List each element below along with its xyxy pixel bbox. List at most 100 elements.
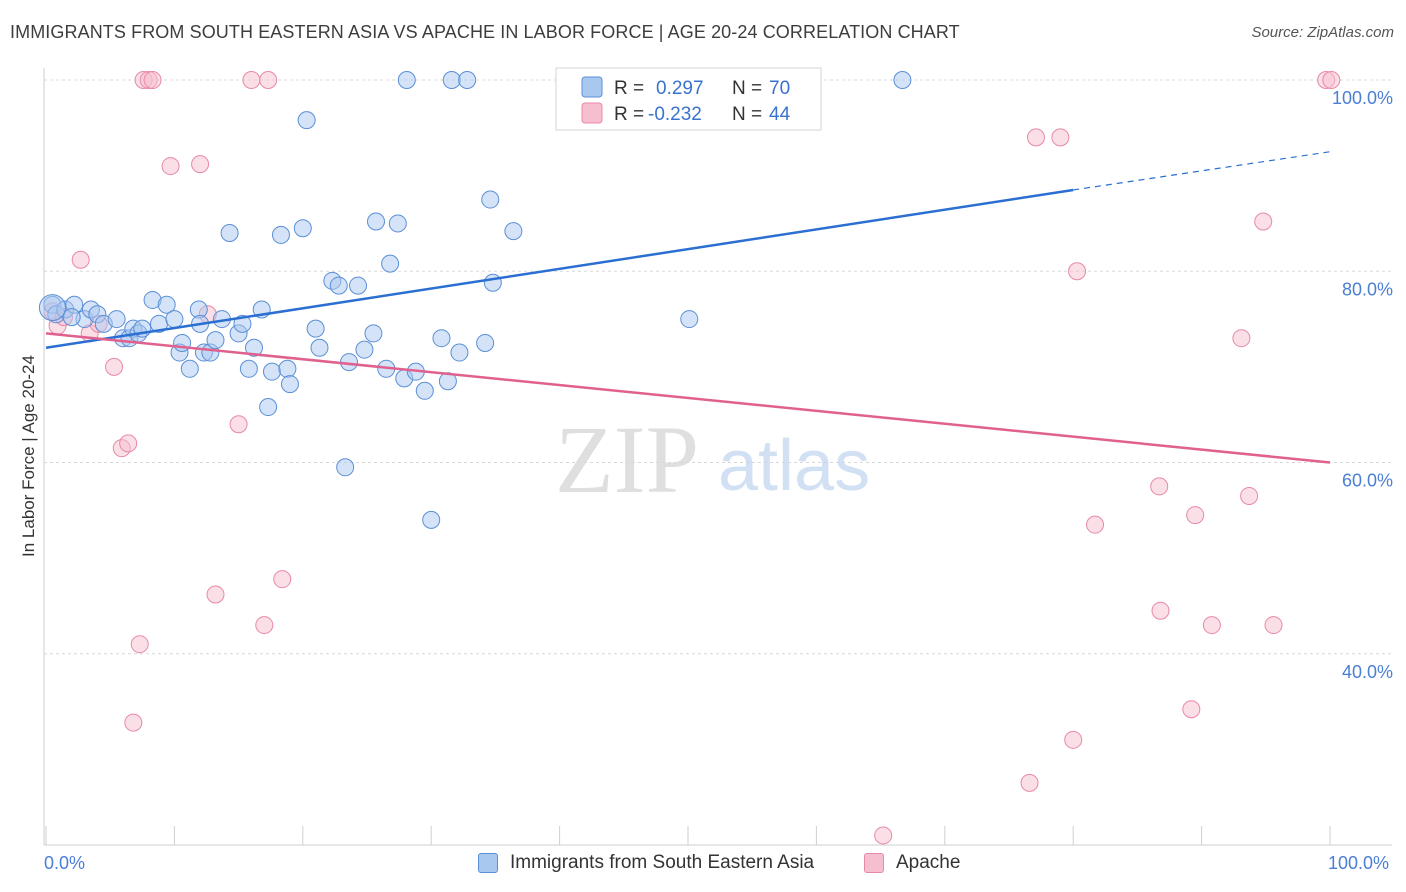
sea-immigrants-point (271, 225, 290, 244)
sea-immigrants-point (483, 273, 502, 292)
legend-r-value-1: 0.297 (656, 78, 704, 99)
bottom-legend-label-pink: Apache (896, 852, 961, 873)
apache-point (1051, 128, 1070, 147)
sea-immigrants-point (415, 381, 434, 400)
sea-immigrants-point (107, 310, 126, 329)
trend-line-pink (45, 332, 1331, 464)
apache-point (1254, 212, 1273, 231)
y-tick-label: 100.0% (1332, 88, 1393, 108)
sea-immigrants-point (450, 343, 469, 362)
legend-n-value-2: 44 (769, 104, 791, 125)
apache-point (191, 155, 210, 174)
sea-immigrants-point (481, 190, 500, 209)
watermark-atlas: atlas (718, 426, 870, 506)
sea-immigrants-point (239, 359, 258, 378)
sea-immigrants-point (504, 222, 523, 241)
sea-immigrants-point (336, 458, 355, 477)
apache-point (1232, 329, 1251, 348)
sea-immigrants-point (381, 254, 400, 273)
sea-immigrants-point (442, 71, 461, 89)
bottom-legend-label-blue: Immigrants from South Eastern Asia (510, 852, 815, 873)
apache-point (259, 71, 278, 89)
legend-box: R = 0.297 N = 70 R = -0.232 N = 44 (555, 67, 822, 131)
apache-point (273, 570, 292, 589)
legend-swatch-blue (581, 76, 603, 98)
apache-point (1020, 773, 1039, 792)
apache-point (1150, 477, 1169, 496)
sea-immigrants-point (262, 362, 281, 381)
sea-immigrants-point (220, 224, 239, 242)
apache-point (143, 71, 162, 89)
bottom-legend-item-blue: Immigrants from South Eastern Asia (478, 852, 814, 874)
legend-n-label-2: N = (732, 104, 762, 125)
apache-point (1322, 71, 1341, 89)
sea-immigrants-point (310, 338, 329, 357)
sea-immigrants-point (397, 71, 416, 89)
sea-immigrants-point (306, 319, 325, 338)
chart-source: Source: ZipAtlas.com (1251, 24, 1394, 41)
sea-immigrants-point (278, 359, 297, 378)
sea-immigrants-point (355, 340, 374, 359)
chart-title: IMMIGRANTS FROM SOUTH EASTERN ASIA VS AP… (10, 22, 960, 42)
apache-point (206, 585, 225, 604)
apache-point (161, 157, 180, 176)
sea-immigrants-point (62, 308, 81, 327)
sea-immigrants-point (297, 111, 316, 130)
y-tick-label: 60.0% (1342, 471, 1393, 491)
apache-point (229, 415, 248, 434)
axes (43, 68, 1392, 846)
sea-immigrants-point (432, 329, 451, 348)
sea-immigrants-point (680, 310, 699, 329)
sea-immigrants-point (293, 219, 312, 238)
legend-r-label-2: R = (614, 104, 644, 125)
y-tick-label: 80.0% (1342, 279, 1393, 299)
x-tick-label-max: 100.0% (1328, 853, 1389, 873)
apache-point (1086, 515, 1105, 534)
sea-immigrants-point (476, 333, 495, 352)
sea-immigrants-point (366, 212, 385, 231)
watermark-zip: ZIP (555, 406, 699, 513)
trend-line-blue (45, 188, 1074, 349)
apache-point (119, 434, 138, 453)
apache-point (874, 826, 893, 845)
legend-n-label-1: N = (732, 78, 762, 99)
sea-immigrants-point (364, 324, 383, 343)
apache-point (255, 616, 274, 635)
bottom-legend-swatch-blue (478, 853, 498, 873)
x-tick-label-min: 0.0% (44, 853, 85, 873)
sea-immigrants-point (422, 510, 441, 529)
sea-immigrants-point (280, 375, 299, 394)
sea-immigrants-point (893, 71, 912, 89)
y-axis-label: In Labor Force | Age 20-24 (19, 355, 38, 557)
sea-immigrants-point (329, 276, 348, 295)
bottom-legend: Immigrants from South Eastern Asia Apach… (0, 852, 1406, 878)
legend-swatch-pink (581, 102, 603, 124)
sea-immigrants-point (259, 398, 278, 417)
bottom-legend-swatch-pink (864, 853, 884, 873)
legend-n-value-1: 70 (769, 78, 790, 99)
apache-point (242, 71, 261, 89)
apache-point (1186, 506, 1205, 525)
sea-immigrants-point (458, 71, 477, 89)
apache-point (1026, 128, 1045, 147)
trend-lines (45, 151, 1331, 464)
apache-point (1182, 700, 1201, 719)
sea-immigrants-point (165, 310, 184, 329)
sea-immigrants-point (180, 359, 199, 378)
sea-immigrants-point (38, 294, 66, 322)
legend-r-value-2: -0.232 (648, 104, 702, 125)
sea-immigrants-point (245, 338, 264, 357)
sea-immigrants-point (349, 276, 368, 295)
apache-point (1264, 616, 1283, 635)
trend-line-blue-extension (1073, 151, 1331, 191)
apache-point (1202, 616, 1221, 635)
apache-point (124, 713, 143, 732)
x-ticks (45, 826, 1331, 845)
sea-immigrants-point (206, 331, 225, 350)
y-tick-label: 40.0% (1342, 662, 1393, 682)
apache-point (1151, 601, 1170, 620)
apache-point (1068, 262, 1087, 281)
apache-point (130, 635, 149, 654)
sea-immigrants-point (388, 214, 407, 233)
